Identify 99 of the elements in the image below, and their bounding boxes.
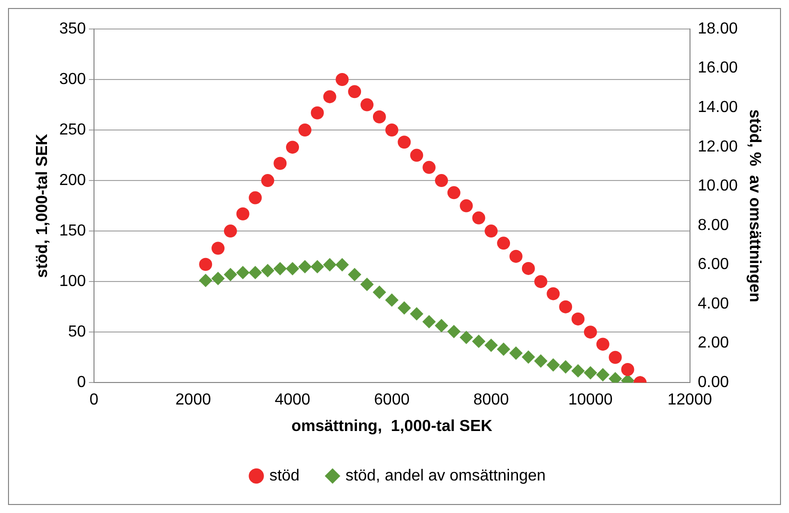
point <box>534 354 548 368</box>
point <box>360 278 374 291</box>
point <box>385 124 398 137</box>
point <box>248 191 262 204</box>
point <box>596 368 610 382</box>
point <box>310 106 324 120</box>
point <box>447 186 460 200</box>
y2-tick-label: 18.00 <box>698 20 738 38</box>
legend-label: stöd <box>269 467 300 484</box>
point <box>298 124 312 137</box>
point <box>546 287 560 300</box>
y-tick-label: 100 <box>59 272 86 290</box>
point <box>472 211 486 224</box>
x-tick-label: 6000 <box>374 392 410 409</box>
y-tick-label: 150 <box>59 222 86 240</box>
point <box>298 260 312 274</box>
point <box>584 366 597 380</box>
y2-tick-label: 12.00 <box>698 138 738 156</box>
y2-tick-label: 8.00 <box>698 216 730 234</box>
point <box>559 300 572 314</box>
point <box>422 315 436 328</box>
y-tick-label: 250 <box>59 121 86 138</box>
y2-tick-label: 4.00 <box>698 295 730 312</box>
legend-label: stöd, andel av omsättningen <box>346 467 546 484</box>
point <box>534 275 548 288</box>
x-tick-label: 0 <box>89 392 98 409</box>
point <box>497 342 510 356</box>
point <box>434 319 448 332</box>
point <box>348 268 362 282</box>
point <box>572 364 585 378</box>
point <box>261 264 274 278</box>
point <box>212 242 225 255</box>
y-tick-label: 300 <box>59 70 86 88</box>
point <box>286 262 300 276</box>
point <box>546 358 560 372</box>
point <box>323 90 336 104</box>
point <box>608 350 622 364</box>
point <box>398 301 411 314</box>
point <box>460 330 473 344</box>
point <box>460 199 473 212</box>
point <box>212 272 225 285</box>
point <box>509 250 522 263</box>
point <box>224 224 237 238</box>
point <box>286 140 300 154</box>
point <box>621 362 634 376</box>
point <box>522 350 535 364</box>
point <box>323 258 336 272</box>
point <box>372 110 386 124</box>
point <box>336 73 349 86</box>
y2-tick-label: 16.00 <box>698 60 738 77</box>
x-tick-label: 12000 <box>668 392 712 409</box>
point <box>509 346 522 360</box>
point <box>199 274 212 287</box>
y-tick-label: 200 <box>59 172 86 189</box>
y2-tick-label: 6.00 <box>698 256 730 274</box>
point <box>522 262 535 275</box>
point <box>199 258 212 271</box>
point <box>336 258 349 272</box>
x-tick-label: 8000 <box>473 392 510 409</box>
point <box>447 325 460 338</box>
point <box>274 156 287 170</box>
point <box>572 312 585 326</box>
point <box>372 286 386 299</box>
y2-tick-label: 14.00 <box>698 98 738 116</box>
point <box>398 136 411 149</box>
x-tick-label: 10000 <box>568 392 613 409</box>
point <box>385 294 398 307</box>
point <box>422 160 436 174</box>
point <box>608 372 622 383</box>
point <box>559 360 572 374</box>
y-tick-label: 350 <box>59 20 86 38</box>
point <box>410 307 424 320</box>
x-axis-title: omsättning, 1,000-tal SEK <box>291 418 493 435</box>
point <box>497 236 510 250</box>
point <box>584 326 597 339</box>
y2-axis-title: stöd, % av omsättningen <box>746 109 763 302</box>
point <box>248 266 262 280</box>
y-tick-label: 0 <box>76 374 86 392</box>
point <box>236 207 250 220</box>
point <box>484 224 498 238</box>
point <box>434 174 448 188</box>
y2-tick-label: 2.00 <box>698 334 730 352</box>
y2-tick-label: 10.00 <box>698 178 738 195</box>
point <box>261 174 274 188</box>
point <box>484 338 498 352</box>
x-tick-label: 4000 <box>274 392 310 409</box>
y-axis-title: stöd, 1,000-tal SEK <box>34 133 52 278</box>
point <box>410 148 424 162</box>
point <box>348 85 362 98</box>
y-tick-label: 50 <box>68 323 86 340</box>
x-tick-label: 2000 <box>175 392 212 409</box>
point <box>224 268 237 282</box>
y2-tick-label: 0.00 <box>698 374 730 392</box>
point <box>596 338 610 351</box>
point <box>274 262 287 276</box>
point <box>472 334 486 348</box>
point <box>236 266 250 280</box>
point <box>360 98 374 112</box>
point <box>310 260 324 274</box>
